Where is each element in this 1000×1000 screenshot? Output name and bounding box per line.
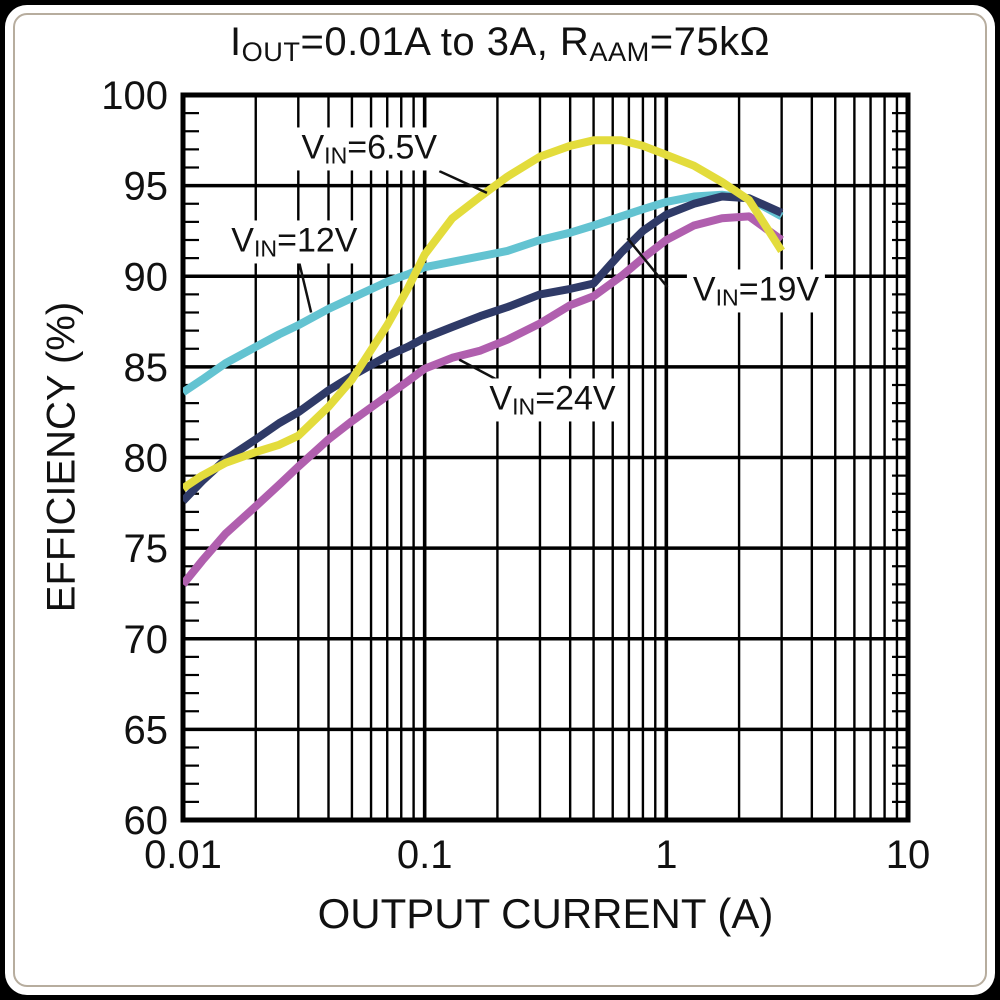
curve-label-text: =24V	[535, 378, 616, 417]
x-tick-label: 0.01	[144, 833, 222, 877]
chart-title: IOUT=0.01A to 3A, RAAM=75kΩ	[0, 20, 1000, 68]
curve-label-leader-line	[297, 261, 313, 313]
curve-label-vin-12v: VIN=12V	[225, 220, 364, 264]
y-tick-label: 100	[101, 74, 168, 118]
x-tick-label: 0.1	[397, 833, 453, 877]
chart-title-sub-aam: AAM	[589, 35, 650, 67]
series-curve-VIN=24V	[183, 212, 784, 587]
y-tick-label: 70	[124, 618, 169, 662]
curve-label-leader-line	[438, 169, 488, 195]
x-tick-label: 1	[655, 833, 677, 877]
y-tick-label: 65	[124, 708, 169, 752]
y-tick-label: 95	[124, 165, 169, 209]
series-curve-VIN=19V	[183, 192, 784, 504]
curve-label-text: V	[231, 221, 254, 260]
x-tick-label: 10	[886, 833, 931, 877]
curve-label-text: V	[301, 128, 325, 167]
curve-label-text: V	[692, 270, 716, 309]
curve-label-sub: IN	[715, 284, 739, 311]
curve-label-vin-19v: VIN=19V	[686, 269, 826, 313]
curve-label-text: =12V	[277, 221, 358, 260]
curve-label-text: =6.5V	[347, 128, 438, 167]
curve-label-sub: IN	[324, 142, 348, 169]
curve-label-sub: IN	[512, 393, 536, 420]
chart-title-sub-out: OUT	[241, 35, 301, 67]
curve-label-vin-24v: VIN=24V	[483, 377, 622, 422]
curve-label-vin-6v5: VIN=6.5V	[295, 127, 444, 171]
curve-label-sub: IN	[253, 235, 278, 262]
y-tick-label: 60	[124, 799, 169, 843]
plot-border	[180, 92, 911, 823]
curve-label-text: V	[489, 378, 513, 417]
series-curve-VIN=12V	[183, 190, 784, 396]
x-axis-title: OUTPUT CURRENT (A)	[317, 890, 774, 937]
series-curve-VIN=6.5V	[183, 136, 785, 492]
y-tick-label: 75	[124, 527, 169, 571]
y-tick-label: 90	[124, 255, 169, 299]
figure-background	[5, 5, 995, 995]
y-axis-title: EFFICIENCY (%)	[39, 301, 84, 613]
curve-label-text: =19V	[738, 270, 820, 309]
curve-label-leader-line	[626, 237, 669, 288]
chart-title-text: I	[229, 20, 242, 64]
chart-title-text: =75kΩ	[649, 20, 770, 64]
chart-title-text: =0.01A to 3A, R	[300, 20, 590, 64]
y-tick-label: 80	[124, 437, 169, 481]
y-tick-label: 85	[124, 346, 169, 390]
